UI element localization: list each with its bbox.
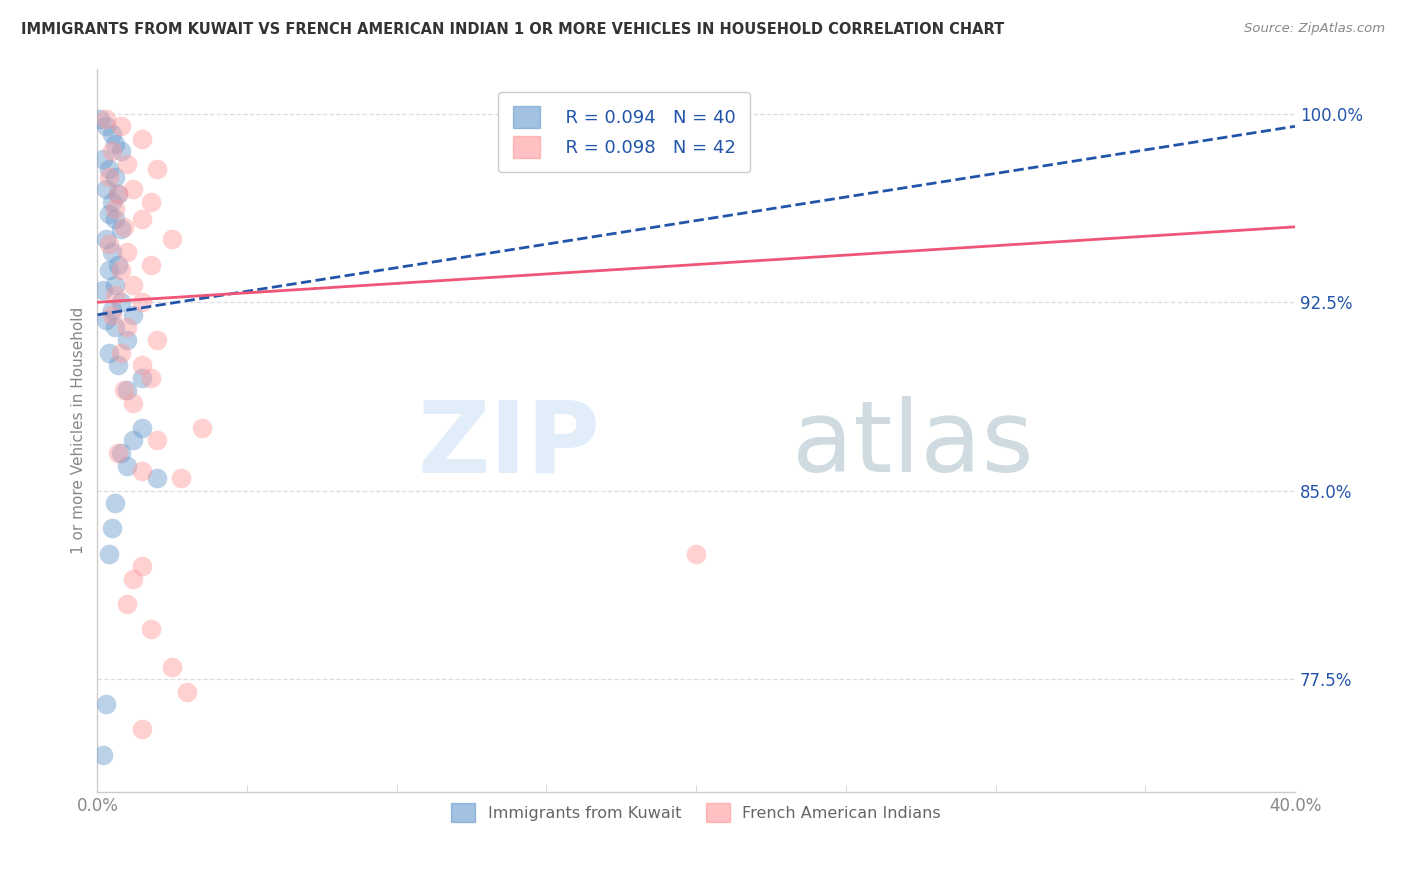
Point xyxy=(96,232,118,246)
Point xyxy=(98,547,121,561)
Point xyxy=(146,333,169,347)
Point xyxy=(101,308,124,322)
Y-axis label: 1 or more Vehicles in Household: 1 or more Vehicles in Household xyxy=(72,307,86,554)
Point xyxy=(96,120,118,134)
Point xyxy=(191,421,214,435)
Point xyxy=(110,120,132,134)
Point xyxy=(101,302,124,317)
Point xyxy=(110,222,132,236)
Point xyxy=(685,547,707,561)
Point xyxy=(146,162,169,177)
Point xyxy=(170,471,193,485)
Point xyxy=(160,232,183,246)
Legend: Immigrants from Kuwait, French American Indians: Immigrants from Kuwait, French American … xyxy=(439,790,953,835)
Text: Source: ZipAtlas.com: Source: ZipAtlas.com xyxy=(1244,22,1385,36)
Point xyxy=(104,287,127,301)
Point xyxy=(131,370,153,384)
Point xyxy=(104,277,127,292)
Point xyxy=(107,446,129,460)
Point xyxy=(110,295,132,310)
Point xyxy=(107,187,129,202)
Point xyxy=(110,345,132,359)
Point xyxy=(131,464,153,478)
Point xyxy=(146,471,169,485)
Point xyxy=(96,112,118,126)
Point xyxy=(117,597,139,611)
Point xyxy=(122,396,145,410)
Point xyxy=(122,277,145,292)
Point xyxy=(104,496,127,510)
Point xyxy=(131,559,153,574)
Point xyxy=(107,358,129,372)
Point xyxy=(117,333,139,347)
Point xyxy=(101,244,124,259)
Point xyxy=(117,320,139,334)
Point xyxy=(110,262,132,277)
Point xyxy=(122,182,145,196)
Point xyxy=(98,237,121,252)
Point xyxy=(104,136,127,151)
Point xyxy=(98,345,121,359)
Point xyxy=(98,162,121,177)
Point xyxy=(96,182,118,196)
Text: IMMIGRANTS FROM KUWAIT VS FRENCH AMERICAN INDIAN 1 OR MORE VEHICLES IN HOUSEHOLD: IMMIGRANTS FROM KUWAIT VS FRENCH AMERICA… xyxy=(21,22,1004,37)
Point xyxy=(117,244,139,259)
Point xyxy=(89,112,111,126)
Point xyxy=(131,421,153,435)
Point xyxy=(122,572,145,586)
Point xyxy=(131,132,153,146)
Point xyxy=(104,202,127,217)
Text: ZIP: ZIP xyxy=(418,396,600,493)
Point xyxy=(107,258,129,272)
Point xyxy=(141,370,163,384)
Point xyxy=(96,313,118,327)
Point xyxy=(122,308,145,322)
Point xyxy=(117,458,139,473)
Point xyxy=(98,207,121,221)
Point xyxy=(122,434,145,448)
Point xyxy=(141,258,163,272)
Point xyxy=(91,152,114,166)
Point xyxy=(131,295,153,310)
Point xyxy=(98,169,121,184)
Point xyxy=(117,157,139,171)
Point xyxy=(96,698,118,712)
Point xyxy=(101,194,124,209)
Point xyxy=(101,145,124,159)
Point xyxy=(117,383,139,397)
Point xyxy=(104,212,127,227)
Point xyxy=(112,219,135,234)
Point xyxy=(104,320,127,334)
Point xyxy=(141,194,163,209)
Point xyxy=(141,622,163,636)
Point xyxy=(146,434,169,448)
Point xyxy=(107,187,129,202)
Point xyxy=(131,723,153,737)
Point xyxy=(176,685,198,699)
Point xyxy=(91,747,114,762)
Point xyxy=(110,145,132,159)
Point xyxy=(110,446,132,460)
Point xyxy=(98,262,121,277)
Point xyxy=(131,358,153,372)
Text: atlas: atlas xyxy=(792,396,1033,493)
Point xyxy=(91,283,114,297)
Point xyxy=(112,383,135,397)
Point xyxy=(160,659,183,673)
Point xyxy=(131,212,153,227)
Point xyxy=(104,169,127,184)
Point xyxy=(101,521,124,535)
Point xyxy=(101,127,124,141)
